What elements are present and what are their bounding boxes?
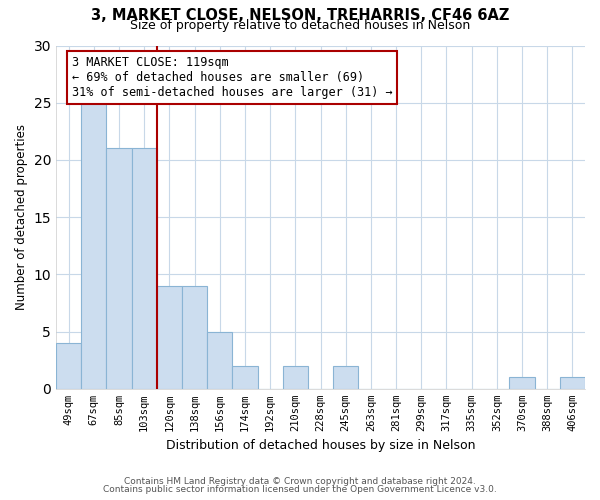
Bar bbox=[509, 378, 535, 389]
Y-axis label: Number of detached properties: Number of detached properties bbox=[15, 124, 28, 310]
Text: 3, MARKET CLOSE, NELSON, TREHARRIS, CF46 6AZ: 3, MARKET CLOSE, NELSON, TREHARRIS, CF46… bbox=[91, 8, 509, 22]
Bar bbox=[56, 343, 81, 389]
Text: 3 MARKET CLOSE: 119sqm
← 69% of detached houses are smaller (69)
31% of semi-det: 3 MARKET CLOSE: 119sqm ← 69% of detached… bbox=[72, 56, 392, 99]
Bar bbox=[81, 102, 106, 389]
Bar bbox=[283, 366, 308, 389]
Bar bbox=[333, 366, 358, 389]
Text: Size of property relative to detached houses in Nelson: Size of property relative to detached ho… bbox=[130, 19, 470, 32]
Bar bbox=[207, 332, 232, 389]
Bar bbox=[560, 378, 585, 389]
Bar bbox=[131, 148, 157, 389]
Text: Contains HM Land Registry data © Crown copyright and database right 2024.: Contains HM Land Registry data © Crown c… bbox=[124, 477, 476, 486]
Bar bbox=[106, 148, 131, 389]
Bar bbox=[182, 286, 207, 389]
Bar bbox=[157, 286, 182, 389]
X-axis label: Distribution of detached houses by size in Nelson: Distribution of detached houses by size … bbox=[166, 440, 475, 452]
Bar bbox=[232, 366, 257, 389]
Text: Contains public sector information licensed under the Open Government Licence v3: Contains public sector information licen… bbox=[103, 485, 497, 494]
